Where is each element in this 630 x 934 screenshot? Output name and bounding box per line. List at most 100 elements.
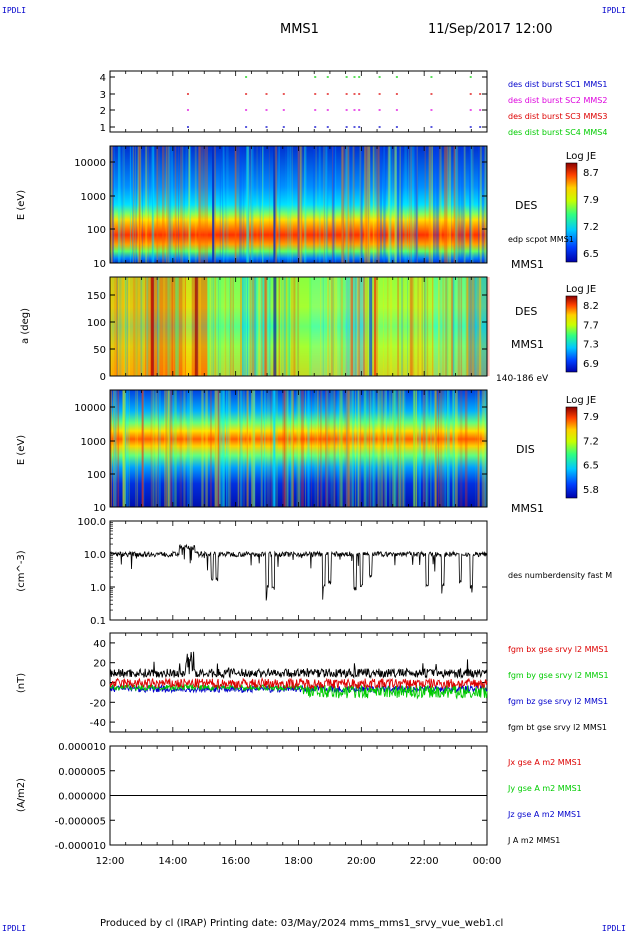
des-energy-panel-spectrogram-streak (396, 146, 400, 263)
des-pitch-streak (280, 277, 283, 376)
des-pitch-streak (126, 277, 128, 376)
des-energy-panel-spectrogram-streak (325, 146, 328, 263)
dis-energy-panel-spectrogram-streak (214, 390, 216, 507)
dis-energy-panel-spectrogram-streak (240, 390, 243, 507)
current-panel-legend-entry: Jy gse A m2 MMS1 (507, 784, 582, 793)
dis-energy-panel-spectrogram-streak (219, 390, 221, 507)
des-pitch-streak (145, 277, 149, 376)
des-energy-panel-spectrogram-streak (478, 146, 480, 263)
des-energy-panel-spectrogram-streak (345, 146, 348, 263)
dis-energy-panel-colorbar-tick-label: 5.8 (583, 485, 599, 496)
dis-energy-panel-spectrogram-streak (413, 390, 416, 507)
des-pitch-streak (421, 277, 424, 376)
des-energy-panel-spectrogram-streak (161, 146, 165, 263)
des-energy-sublabel: edp scpot MMS1 (508, 235, 574, 244)
des-energy-panel-spectrogram-streak (394, 146, 397, 263)
dis-energy-panel-spectrogram-streak (113, 390, 115, 507)
des-pitch-panel-colorbar-title: Log JE (566, 284, 596, 295)
dis-energy-panel-spectrogram-streak (286, 390, 290, 507)
des-pitch-streak (171, 277, 174, 376)
des-energy-panel-spectrogram-streak (250, 146, 252, 263)
des-pitch-streak (211, 277, 213, 376)
dis-energy-panel-spectrogram-streak (435, 390, 437, 507)
des-energy-panel-spectrogram-streak (388, 146, 392, 263)
des-pitch-streak (223, 277, 226, 376)
des-pitch-streak (322, 277, 324, 376)
des-energy-panel-spectrogram-streak (297, 146, 301, 263)
des-energy-panel-spectrogram-streak (312, 146, 316, 263)
dis-energy-panel-spectrogram-streak (439, 390, 443, 507)
des-pitch-feature (273, 277, 277, 376)
corner-label-bottom-left: IPDLI (2, 924, 27, 933)
des-pitch-streak (258, 277, 261, 376)
des-energy-panel-spectrogram-streak (122, 146, 125, 263)
des-energy-panel-spectrogram-streak (182, 146, 184, 263)
dis-energy-panel-spectrogram-streak (155, 390, 158, 507)
des-pitch-streak (333, 277, 336, 376)
des-energy-panel-spectrogram-streak (134, 146, 137, 263)
dis-energy-panel-spectrogram-streak (124, 390, 126, 507)
des-energy-panel-spectrogram-streak (400, 146, 403, 263)
des-energy-panel-spectrogram-streak (268, 146, 270, 263)
des-energy-panel-spectrogram-streak (431, 146, 433, 263)
des-energy-panel-spectrogram-streak (428, 146, 431, 263)
dis-energy-panel-spectrogram-streak (301, 390, 304, 507)
dis-energy-panel-colorbar-tick-label: 7.2 (583, 436, 599, 447)
des-energy-panel-spectrogram-streak (189, 146, 192, 263)
fgm-series-line (109, 682, 488, 700)
current-panel-y-tick-label: -0.000005 (55, 816, 106, 827)
dis-energy-panel-spectrogram-streak (171, 390, 175, 507)
dis-energy-panel-spectrogram-streak (215, 390, 218, 507)
des-pitch-streak (357, 277, 360, 376)
dis-energy-panel-spectrogram-streak (122, 390, 125, 507)
dis-energy-panel-spectrogram-streak (442, 390, 445, 507)
dis-energy-panel-spectrogram-streak (374, 390, 376, 507)
des-pitch-streak (123, 277, 125, 376)
des-energy-panel-spectrogram-streak (408, 146, 411, 263)
des-pitch-panel-colorbar-tick-label: 7.7 (583, 320, 599, 331)
dis-energy-panel-spectrogram-streak (290, 390, 292, 507)
x-tick-label: 20:00 (347, 856, 376, 867)
dis-energy-panel-spectrogram-streak (285, 390, 288, 507)
dis-energy-panel-spectrogram-streak (122, 390, 125, 507)
des-pitch-streak (331, 277, 334, 376)
des-pitch-streak (124, 277, 127, 376)
des-energy-panel-spectrogram-streak (453, 146, 456, 263)
des-energy-panel-spectrogram-streak (463, 146, 466, 263)
des-pitch-streak (419, 277, 421, 376)
des-pitch-mms-label: MMS1 (511, 338, 544, 351)
des-pitch-streak (417, 277, 419, 376)
des-energy-panel-spectrogram-streak (432, 146, 436, 263)
dis-energy-panel-spectrogram-streak (426, 390, 429, 507)
dis-energy-panel-spectrogram-streak (127, 390, 129, 507)
dis-energy-panel-spectrogram-streak (310, 390, 313, 507)
des-pitch-band (433, 277, 469, 376)
des-pitch-streak (239, 277, 242, 376)
des-energy-panel-spectrogram-streak (341, 146, 344, 263)
fgm-panel-legend-entry: fgm bz gse srvy l2 MMS1 (508, 697, 608, 706)
des-energy-panel-spectrogram-streak (341, 146, 343, 263)
des-energy-panel-spectrogram-streak (278, 146, 280, 263)
des-pitch-streak (212, 277, 214, 376)
des-energy-panel-spectrogram-streak (323, 146, 326, 263)
dis-energy-mms-label: MMS1 (511, 502, 544, 515)
dis-energy-panel-spectrogram-streak (475, 390, 477, 507)
des-energy-panel-spectrogram-streak (456, 146, 459, 263)
des-energy-panel-spectrogram-streak (374, 146, 377, 263)
des-energy-panel-spectrogram-streak (424, 146, 426, 263)
dis-energy-panel-spectrogram-streak (237, 390, 240, 507)
dis-energy-panel-spectrogram-streak (437, 390, 440, 507)
des-pitch-panel-y-tick-label: 0 (100, 372, 106, 383)
des-energy-panel-spectrogram-streak (246, 146, 249, 263)
des-pitch-streak (339, 277, 342, 376)
dis-energy-panel-spectrogram-streak (141, 390, 144, 507)
burst-panel-y-tick-label: 4 (100, 73, 106, 84)
des-energy-panel-spectrogram-streak (222, 146, 224, 263)
des-pitch-panel-colorbar-tick-label: 8.2 (583, 301, 599, 312)
des-energy-panel-spectrogram-streak (237, 146, 240, 263)
dis-energy-panel-spectrogram-streak (402, 390, 405, 507)
des-energy-panel-spectrogram-streak (167, 146, 169, 263)
des-pitch-streak (198, 277, 202, 376)
des-pitch-streak (209, 277, 211, 376)
des-energy-panel-spectrogram-streak (194, 146, 197, 263)
